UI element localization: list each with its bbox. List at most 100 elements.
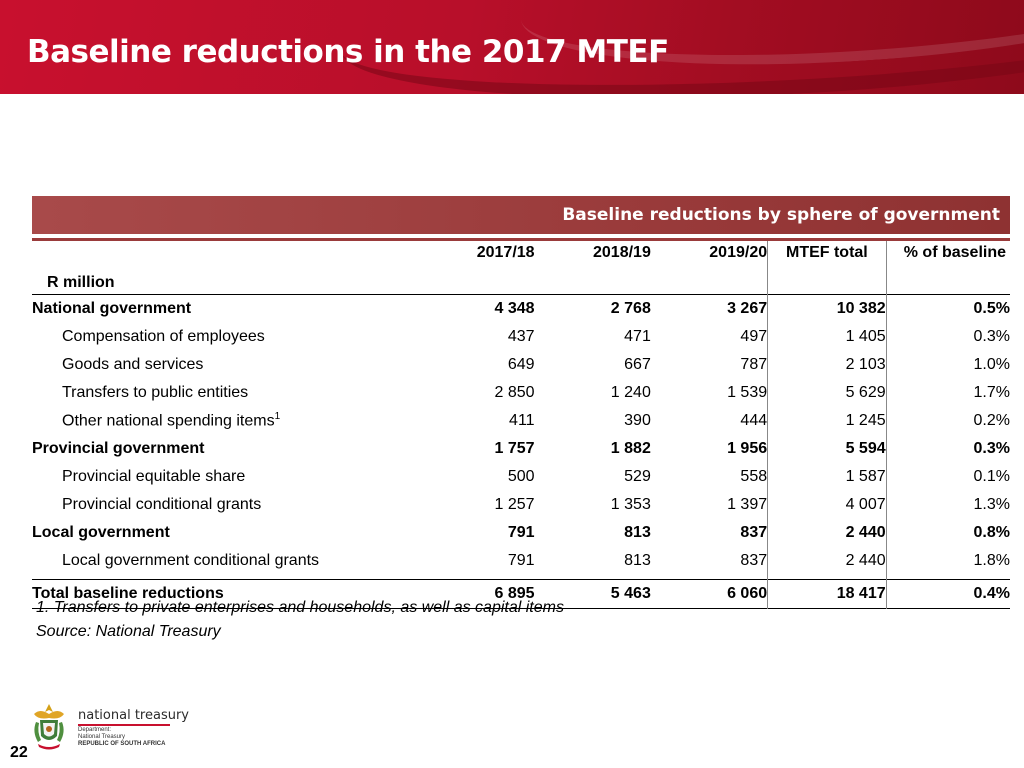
row-label: Total baseline reductions xyxy=(32,585,224,602)
table-source: Source: National Treasury xyxy=(36,623,221,640)
cell: 529 xyxy=(624,468,651,485)
table-row: Provincial equitable share 500 529 558 1… xyxy=(32,463,1010,491)
cell: 791 xyxy=(507,552,535,569)
cell: 0.4% xyxy=(973,585,1010,602)
column-header: 2019/20 xyxy=(709,244,768,261)
cell: 3 267 xyxy=(727,300,768,317)
cell: 1.7% xyxy=(973,384,1010,401)
cell: 1.3% xyxy=(973,496,1010,513)
cell: 1 539 xyxy=(727,384,768,401)
table-caption-underline xyxy=(32,238,1010,241)
logo-department-text: Department: National Treasury REPUBLIC O… xyxy=(78,727,165,748)
cell: 18 417 xyxy=(767,579,887,609)
row-label-text: Other national spending items xyxy=(62,412,275,430)
row-label: National government xyxy=(32,300,192,317)
table-footnote: 1. Transfers to private enterprises and … xyxy=(36,599,564,616)
cell: 813 xyxy=(624,524,651,541)
column-header: MTEF total xyxy=(767,241,887,295)
column-header: 2018/19 xyxy=(593,244,651,261)
cell: 1 882 xyxy=(610,440,651,457)
cell: 1 956 xyxy=(727,440,768,457)
table-row: Other national spending items1 411 390 4… xyxy=(32,407,1010,435)
table-row: Provincial conditional grants 1 257 1 35… xyxy=(32,491,1010,519)
cell: 471 xyxy=(624,328,651,345)
row-label: Transfers to public entities xyxy=(62,384,249,401)
row-label: Local government conditional grants xyxy=(62,552,320,569)
cell: 1 257 xyxy=(494,496,535,513)
cell: 2 440 xyxy=(767,547,887,580)
column-header: % of baseline xyxy=(903,244,1006,261)
row-label: Other national spending items1 xyxy=(32,407,447,435)
cell: 0.2% xyxy=(973,412,1010,429)
header-banner: Baseline reductions in the 2017 MTEF xyxy=(0,0,1024,94)
row-label: Compensation of employees xyxy=(62,328,265,345)
cell: 4 007 xyxy=(767,491,887,519)
cell: 667 xyxy=(624,356,651,373)
cell: 813 xyxy=(624,552,651,569)
cell: 500 xyxy=(507,468,535,485)
page-number: 22 xyxy=(10,744,28,761)
cell: 5 629 xyxy=(767,379,887,407)
baseline-reductions-table: R million 2017/18 2018/19 2019/20 MTEF t… xyxy=(32,241,1010,609)
cell: 0.1% xyxy=(973,468,1010,485)
slide-title: Baseline reductions in the 2017 MTEF xyxy=(27,34,669,70)
table-row: Local government 791 813 837 2 440 0.8% xyxy=(32,519,1010,547)
cell: 1 397 xyxy=(727,496,768,513)
table-caption-bar: Baseline reductions by sphere of governm… xyxy=(32,196,1010,234)
cell: 558 xyxy=(740,468,768,485)
cell: 1 245 xyxy=(767,407,887,435)
cell: 649 xyxy=(507,356,535,373)
unit-label: R million xyxy=(47,274,115,291)
national-treasury-logo: national treasury Department: National T… xyxy=(28,700,189,752)
cell: 1.0% xyxy=(973,356,1010,373)
table-total-row: Total baseline reductions 6 895 5 463 6 … xyxy=(32,579,1010,609)
table-row: National government 4 348 2 768 3 267 10… xyxy=(32,294,1010,323)
logo-line: REPUBLIC OF SOUTH AFRICA xyxy=(78,741,166,747)
cell: 4 348 xyxy=(494,300,535,317)
cell: 5 463 xyxy=(610,585,651,602)
table-row: Local government conditional grants 791 … xyxy=(32,547,1010,580)
cell: 2 103 xyxy=(767,351,887,379)
row-label: Provincial conditional grants xyxy=(62,496,262,513)
column-header: 2017/18 xyxy=(476,244,535,261)
table-header-row: R million 2017/18 2018/19 2019/20 MTEF t… xyxy=(32,241,1010,295)
cell: 2 850 xyxy=(494,384,535,401)
cell: 0.3% xyxy=(973,328,1010,345)
cell: 791 xyxy=(507,524,535,541)
coat-of-arms-icon xyxy=(34,704,64,750)
cell: 787 xyxy=(740,356,768,373)
table-row: Compensation of employees 437 471 497 1 … xyxy=(32,323,1010,351)
cell: 2 768 xyxy=(610,300,651,317)
logo-underline xyxy=(78,724,170,726)
cell: 1 240 xyxy=(610,384,651,401)
row-label: Provincial government xyxy=(32,440,205,457)
cell: 10 382 xyxy=(767,294,887,323)
cell: 437 xyxy=(507,328,535,345)
cell: 1 353 xyxy=(610,496,651,513)
cell: 5 594 xyxy=(767,435,887,463)
cell: 1.8% xyxy=(973,552,1010,569)
cell: 0.5% xyxy=(973,300,1010,317)
cell: 497 xyxy=(740,328,768,345)
cell: 1 405 xyxy=(767,323,887,351)
cell: 837 xyxy=(740,524,768,541)
logo-line: Department: xyxy=(78,727,112,733)
cell: 1 587 xyxy=(767,463,887,491)
table-row: Provincial government 1 757 1 882 1 956 … xyxy=(32,435,1010,463)
row-label: Goods and services xyxy=(62,356,204,373)
cell: 2 440 xyxy=(767,519,887,547)
cell: 411 xyxy=(509,412,535,429)
footnote-ref: 1 xyxy=(274,411,281,423)
row-label: Local government xyxy=(32,524,170,541)
row-label: Provincial equitable share xyxy=(62,468,246,485)
table-row: Transfers to public entities 2 850 1 240… xyxy=(32,379,1010,407)
logo-line: National Treasury xyxy=(78,734,126,740)
logo-wordmark: national treasury xyxy=(78,708,189,723)
cell: 444 xyxy=(740,412,768,429)
cell: 0.3% xyxy=(973,440,1010,457)
cell: 6 060 xyxy=(727,585,768,602)
cell: 390 xyxy=(624,412,651,429)
cell: 0.8% xyxy=(973,524,1010,541)
cell: 837 xyxy=(740,552,768,569)
cell: 1 757 xyxy=(494,440,535,457)
